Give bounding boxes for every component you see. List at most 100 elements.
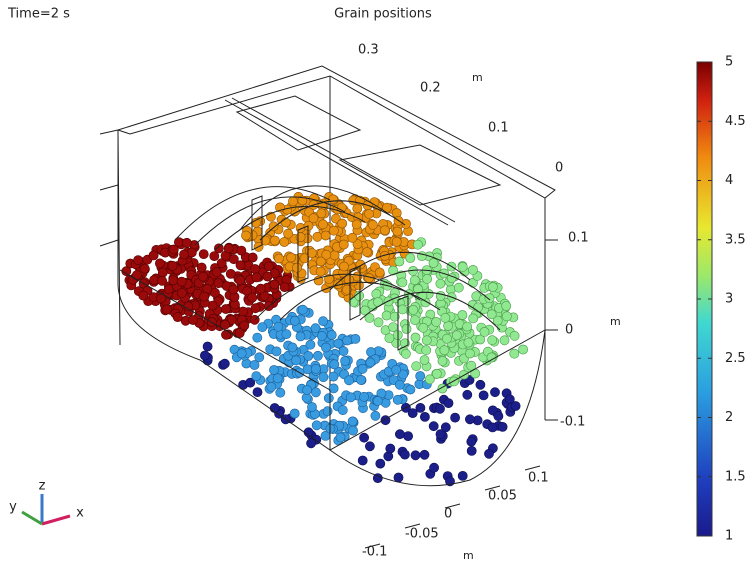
grain	[356, 375, 365, 384]
grain	[307, 402, 316, 411]
grain	[316, 267, 325, 276]
grain	[188, 315, 197, 324]
grain	[392, 237, 401, 246]
grain	[353, 204, 362, 213]
grain	[395, 380, 404, 389]
grain	[458, 310, 467, 319]
grain	[432, 317, 441, 326]
grain	[237, 246, 246, 255]
grain	[284, 229, 293, 238]
grain	[267, 382, 276, 391]
grain	[420, 450, 429, 459]
axis-unit: m	[610, 315, 621, 328]
grain	[276, 388, 285, 397]
grain	[240, 321, 249, 330]
grain	[408, 409, 417, 418]
triad-z: z	[39, 479, 46, 494]
grain	[317, 209, 326, 218]
grain	[488, 336, 497, 345]
grain	[374, 318, 383, 327]
triad-x: x	[76, 506, 84, 521]
grain	[511, 401, 520, 410]
grain	[309, 214, 318, 223]
grain	[134, 256, 143, 265]
grain	[436, 279, 445, 288]
grain	[502, 312, 511, 321]
grain	[339, 262, 348, 271]
grain	[429, 422, 438, 431]
grain	[465, 349, 474, 358]
grain	[292, 263, 301, 272]
grain	[197, 263, 206, 272]
grain	[468, 265, 477, 274]
grain	[458, 262, 467, 271]
colorbar-tick-label: 4	[725, 173, 733, 188]
grain	[343, 336, 352, 345]
grain	[393, 227, 402, 236]
colorbar-tick-label: 3	[725, 292, 733, 307]
grain	[339, 240, 348, 249]
axis-unit: m	[463, 549, 474, 562]
grain	[182, 238, 191, 247]
grain	[321, 343, 330, 352]
grain	[270, 280, 279, 289]
grain	[358, 364, 367, 373]
colorbar-tick-label: 2.5	[725, 351, 746, 366]
grain	[488, 282, 497, 291]
grain	[256, 284, 265, 293]
grain	[352, 220, 361, 229]
grain	[393, 395, 402, 404]
grain	[411, 333, 420, 342]
grain	[241, 231, 250, 240]
grain	[252, 372, 261, 381]
colorbar-tick-label: 1	[725, 529, 733, 544]
grain	[422, 336, 431, 345]
grain	[366, 358, 375, 367]
plot-window: Time=2 s Grain positions 0.30.20.10m0.10…	[0, 0, 748, 564]
grain	[430, 463, 439, 472]
grain	[412, 362, 421, 371]
grain	[498, 422, 507, 431]
grain	[376, 459, 385, 468]
grain	[348, 417, 357, 426]
grain	[338, 406, 347, 415]
grain	[373, 396, 382, 405]
grain	[454, 283, 463, 292]
grain	[203, 342, 212, 351]
grain	[429, 258, 438, 267]
grain	[199, 250, 208, 259]
grain	[248, 253, 257, 262]
grain	[280, 283, 289, 292]
grain	[212, 268, 221, 277]
grain	[463, 390, 472, 399]
grain	[467, 437, 476, 446]
colorbar-tick-label: 4.5	[725, 114, 746, 129]
grain	[401, 349, 410, 358]
grain	[336, 433, 345, 442]
grain	[155, 259, 164, 268]
grain	[404, 432, 413, 441]
grain	[169, 276, 178, 285]
grain	[358, 456, 367, 465]
grain	[353, 272, 362, 281]
grain	[467, 446, 476, 455]
grain	[380, 226, 389, 235]
grain	[317, 331, 326, 340]
grain	[440, 346, 449, 355]
grain	[494, 412, 503, 421]
colorbar-tick-label: 2	[725, 410, 733, 425]
grain	[422, 346, 431, 355]
grain	[263, 272, 272, 281]
grain	[479, 391, 488, 400]
grain	[410, 316, 419, 325]
grain	[292, 356, 301, 365]
grain	[476, 380, 485, 389]
grain	[264, 262, 273, 271]
grain	[324, 394, 333, 403]
axis-tick-label: -0.1	[362, 545, 387, 560]
grain	[286, 253, 295, 262]
grain	[425, 375, 434, 384]
grain	[420, 412, 429, 421]
grain	[382, 311, 391, 320]
grain	[312, 421, 321, 430]
